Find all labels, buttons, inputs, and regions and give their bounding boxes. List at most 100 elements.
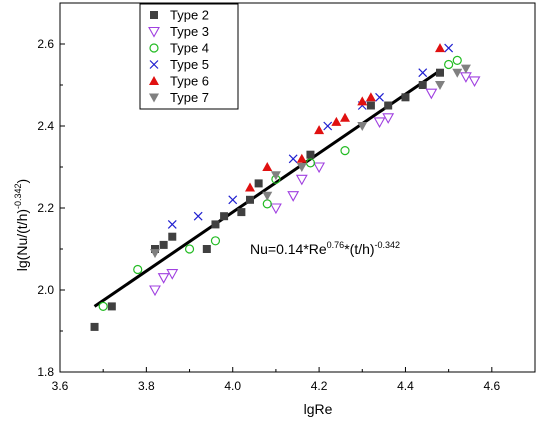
x-axis-ticks: 3.6 3.8 4.0 4.2 4.4 4.6 — [52, 367, 500, 393]
x-marker-stroke — [193, 211, 203, 221]
fit-equation-annotation: Nu=0.14*Re0.76*(t/h)-0.342 — [250, 240, 400, 257]
data-point — [246, 195, 254, 204]
data-point — [444, 43, 454, 53]
y-tick-label: 2.6 — [37, 37, 54, 51]
x-marker-stroke — [323, 121, 333, 131]
data-point — [295, 174, 308, 186]
data-point — [210, 236, 221, 246]
data-point — [150, 11, 158, 19]
data-point — [366, 101, 375, 110]
equation-part-exp1: 0.76 — [327, 240, 345, 250]
data-point — [166, 269, 179, 280]
data-point — [151, 245, 159, 253]
data-point — [296, 163, 307, 172]
data-point — [452, 55, 462, 66]
legend-item: Type 7 — [149, 90, 209, 105]
x-marker-stroke — [288, 154, 298, 164]
data-point — [357, 96, 368, 106]
x-tick-label: 4.0 — [224, 379, 241, 393]
data-point — [340, 146, 350, 156]
data-point — [269, 203, 282, 215]
y-axis-label: lg(Nu/(t/h)-0.342) — [13, 179, 30, 271]
data-point — [323, 121, 333, 131]
data-point — [435, 81, 445, 90]
data-point — [365, 92, 376, 102]
legend-box — [139, 3, 239, 110]
legend-label: Type 6 — [170, 74, 209, 89]
data-point — [90, 322, 99, 331]
data-point — [401, 93, 410, 102]
data-point — [148, 26, 160, 38]
data-point — [228, 195, 238, 205]
data-point — [375, 92, 384, 102]
data-point — [340, 112, 350, 122]
data-point — [357, 122, 368, 131]
x-tick-label: 3.8 — [138, 379, 155, 393]
y-axis-label-exponent: -0.342 — [13, 183, 23, 209]
data-point — [436, 68, 444, 77]
data-point — [331, 116, 342, 126]
x-marker-stroke — [444, 43, 454, 53]
data-point — [262, 199, 272, 209]
x-marker-stroke — [418, 68, 428, 78]
legend-item: Type 6 — [149, 74, 209, 89]
data-point — [184, 244, 195, 254]
data-point — [314, 125, 325, 135]
data-point — [418, 81, 427, 89]
series-type-5 — [167, 43, 454, 229]
data-point — [313, 162, 326, 174]
data-point — [157, 273, 170, 284]
x-marker-stroke — [167, 219, 177, 229]
data-point — [452, 68, 463, 78]
y-axis-ticks: 1.8 2.0 2.2 2.4 2.6 — [37, 37, 65, 379]
equation-part-exp2: -0.342 — [375, 240, 401, 250]
legend-item: Type 2 — [150, 8, 209, 23]
y-axis-label-close: ) — [14, 179, 30, 184]
series-type-3 — [149, 72, 481, 297]
data-point — [193, 211, 203, 221]
series-type-2 — [90, 68, 444, 331]
data-point — [149, 43, 159, 53]
data-point — [220, 212, 229, 221]
data-point — [237, 208, 246, 217]
data-point — [296, 153, 307, 163]
x-tick-label: 3.6 — [52, 379, 69, 393]
x-marker-stroke — [149, 60, 159, 69]
x-axis-label: lgRe — [304, 401, 333, 417]
data-point — [211, 220, 220, 229]
data-point — [305, 158, 316, 168]
y-tick-label: 2.2 — [37, 201, 54, 215]
data-point — [435, 43, 445, 53]
data-point — [262, 191, 273, 201]
data-point — [149, 93, 159, 103]
data-point — [288, 154, 298, 164]
data-markers — [90, 43, 481, 331]
y-tick-label: 1.8 — [37, 365, 54, 379]
x-tick-label: 4.6 — [483, 379, 500, 393]
data-point — [149, 285, 161, 297]
data-point — [444, 59, 454, 70]
series-type-7 — [150, 64, 471, 259]
data-point — [150, 249, 160, 259]
data-point — [245, 182, 255, 192]
fit-line — [93, 69, 441, 308]
data-point — [149, 76, 159, 85]
data-point — [107, 302, 116, 311]
data-point — [306, 150, 315, 159]
data-point — [262, 162, 273, 171]
x-tick-label: 4.4 — [397, 379, 414, 393]
legend-label: Type 2 — [170, 8, 209, 23]
legend-label: Type 4 — [170, 41, 209, 56]
legend-item: Type 5 — [149, 57, 209, 72]
equation-part-base: Nu=0.14*Re — [250, 241, 327, 257]
data-point — [133, 264, 143, 275]
data-point — [168, 232, 177, 241]
data-point — [254, 179, 263, 188]
data-point — [167, 219, 177, 229]
data-point — [468, 76, 481, 88]
data-point — [384, 101, 393, 110]
legend-label: Type 7 — [170, 90, 209, 105]
x-marker-stroke — [375, 92, 384, 102]
